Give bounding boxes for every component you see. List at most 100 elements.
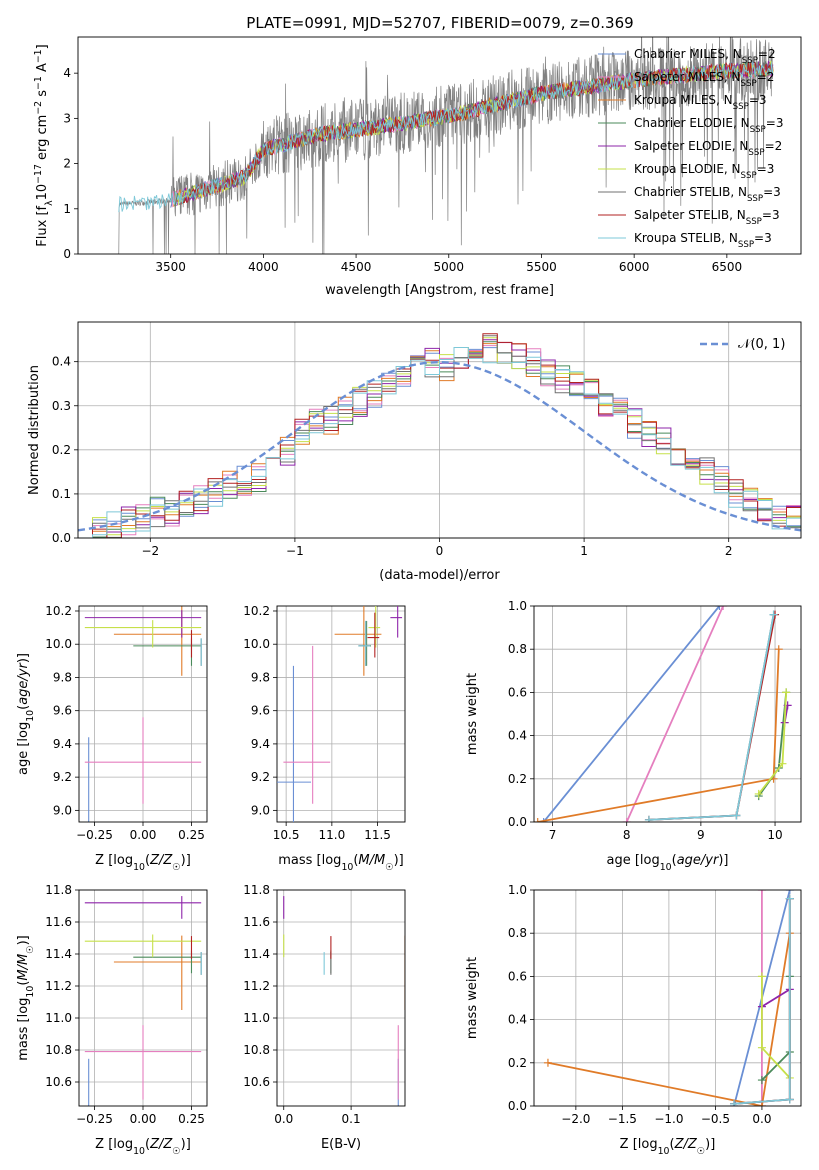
label-part: =3 [762, 208, 780, 222]
panel-age_vs_mass [277, 606, 403, 822]
label-part: Chabrier MILES, N [634, 47, 742, 61]
y-tick-label: 1 [63, 202, 71, 216]
x-axis-label: E(B-V) [321, 1137, 361, 1152]
weight-point-chabrier_elodie [757, 1076, 766, 1085]
label-part: 10 [25, 710, 36, 722]
x-tick-label: −1.5 [608, 1112, 637, 1126]
y-tick-label: 1.0 [508, 883, 527, 897]
y-tick-label: 11.8 [45, 883, 72, 897]
y-tick-label: 10.8 [243, 1043, 270, 1057]
x-axis-label: Z [log10(Z/Z☉)] [95, 853, 191, 873]
weight-point-chabrier_miles [785, 890, 794, 894]
x-tick-label: −0.5 [701, 1112, 730, 1126]
plot-area [78, 333, 801, 538]
label-part: s [35, 90, 50, 101]
plot-area [277, 606, 403, 822]
plot-area [534, 606, 792, 822]
label-part: SSP [741, 171, 757, 181]
panel-age_vs_Z: −0.25 0.00 0.25 9.0 9.2 9.4 9.6 9.8 10.0 10.2 Z [l… [16, 604, 208, 873]
label-part: Z [log [95, 1137, 133, 1152]
label-part: ( [670, 1137, 675, 1152]
y-tick-label: 9.2 [53, 770, 72, 784]
label-part: SSP [747, 194, 763, 204]
label-part: ( [16, 981, 31, 986]
y-tick-label: 9.0 [53, 803, 72, 817]
label-part: Flux [f [35, 205, 50, 246]
label-part: =3 [749, 93, 767, 107]
label-part: age [log [16, 722, 31, 775]
x-tick-label: 3500 [155, 260, 186, 274]
weight-line-kroupa_stelib [648, 614, 775, 821]
x-tick-label: −2.0 [561, 1112, 590, 1126]
legend-label-salpeter_elodie: Salpeter ELODIE, NSSP=2 [634, 139, 782, 158]
label-part: Z [log [620, 1137, 658, 1152]
histogram-kroupa_stelib [78, 347, 801, 538]
y-tick-label: 0.1 [52, 487, 71, 501]
y-tick-label: 11.4 [45, 947, 72, 961]
x-tick-label: −2 [141, 544, 159, 558]
label-part: A [35, 63, 50, 76]
weight-line-salpeter_elodie [761, 988, 791, 1008]
axes-frame [533, 605, 802, 823]
label-part: Salpeter MILES, N [634, 70, 741, 84]
x-tick-label: 0.25 [178, 828, 205, 842]
y-tick-label: 11.2 [45, 979, 72, 993]
x-axis-label: wavelength [Angstrom, rest frame] [325, 283, 554, 298]
label-part: =3 [766, 116, 784, 130]
label-part: Z/Z [149, 1137, 173, 1152]
label-part: age [log [606, 853, 659, 868]
x-tick-label: 0.0 [752, 1112, 771, 1126]
label-part: ☉ [385, 862, 393, 873]
label-part: 10 [35, 184, 50, 201]
y-tick-label: 0.8 [508, 642, 527, 656]
label-part: =3 [763, 185, 781, 199]
y-tick-label: 10.6 [243, 1075, 270, 1089]
weight-point-kroupa_elodie [782, 688, 791, 697]
x-tick-label: 0.00 [130, 828, 157, 842]
x-tick-label: 0.25 [178, 1112, 205, 1126]
y-tick-label: 10.2 [45, 604, 72, 618]
y-tick-label: 0.3 [52, 399, 71, 413]
axes-frame [78, 605, 208, 823]
weight-point-salpeter_miles [622, 818, 631, 822]
x-tick-label: 5500 [526, 260, 557, 274]
y-tick-label: 0.0 [508, 1099, 527, 1113]
weight-point-kroupa_elodie [778, 759, 787, 768]
label-part: ☉ [172, 1146, 180, 1157]
label-part: age/yr [16, 661, 31, 704]
y-tick-label: 0.2 [52, 443, 71, 457]
label-part: Kroupa ELODIE, N [634, 162, 741, 176]
weight-point-kroupa_miles [543, 1058, 552, 1067]
y-tick-label: 3 [63, 111, 71, 125]
x-tick-label: 7 [549, 828, 557, 842]
y-tick-label: 10.2 [243, 604, 270, 618]
label-part: SSP [738, 240, 754, 250]
weight-point-kroupa_stelib [785, 894, 794, 903]
observed-spectrum [118, 37, 774, 254]
panel-spectrum: 3500 4000 4500 5000 5500 6000 6500 0 1 2 3 4 Chabrie… [33, 36, 802, 298]
x-tick-label: 9 [697, 828, 705, 842]
y-tick-label: 11.2 [243, 979, 270, 993]
y-tick-label: 0.6 [508, 685, 527, 699]
y-tick-label: 0.2 [508, 1056, 527, 1070]
label-part: mass [log [16, 998, 31, 1061]
label-part: SSP [733, 102, 749, 112]
weight-point-kroupa_stelib [785, 1095, 794, 1104]
label-part: ☉ [172, 862, 180, 873]
y-tick-label: 0.0 [52, 531, 71, 545]
normal-curve [78, 360, 801, 532]
x-tick-label: 10.5 [273, 828, 300, 842]
label-part: M/M [16, 954, 31, 981]
weight-point-kroupa_stelib [644, 815, 653, 822]
panel-age_vs_mass: 10.5 11.0 11.5 9.0 9.2 9.4 9.6 9.8 10.0 10.2 mass … [243, 604, 406, 873]
x-tick-label: 0.00 [130, 1112, 157, 1126]
y-tick-label: 0.6 [508, 969, 527, 983]
label-part: =3 [757, 162, 775, 176]
y-tick-label: 9.2 [251, 770, 270, 784]
axes-frame [77, 321, 802, 539]
label-part: ( [672, 853, 677, 868]
y-tick-label: 9.0 [251, 803, 270, 817]
y-tick-label: 11.0 [45, 1011, 72, 1025]
weight-point-salpeter_miles [719, 606, 728, 610]
label-part: )] [181, 853, 191, 868]
